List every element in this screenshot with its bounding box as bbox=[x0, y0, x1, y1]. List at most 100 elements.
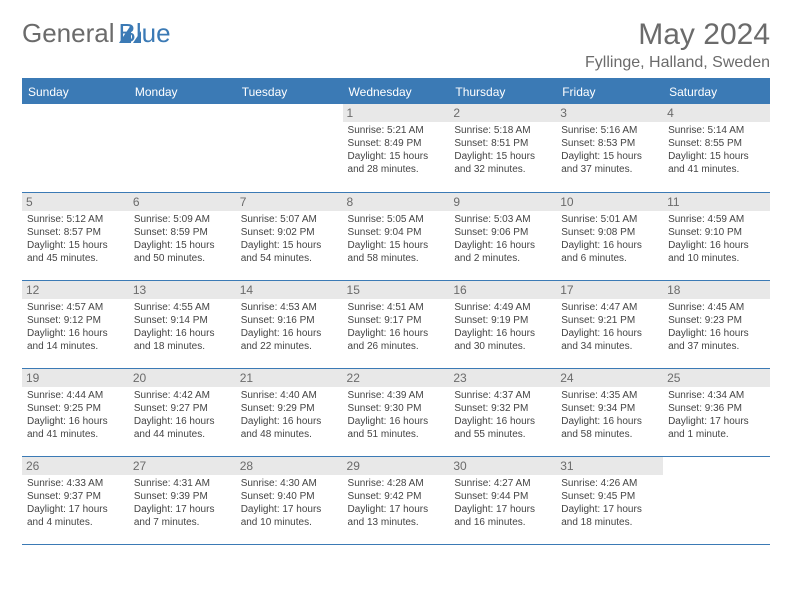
day-number: 1 bbox=[343, 104, 450, 122]
title-block: May 2024 Fyllinge, Halland, Sweden bbox=[585, 18, 770, 72]
day-info: Sunrise: 5:07 AMSunset: 9:02 PMDaylight:… bbox=[241, 213, 338, 265]
day-header: Tuesday bbox=[236, 79, 343, 104]
day-info: Sunrise: 5:14 AMSunset: 8:55 PMDaylight:… bbox=[668, 124, 765, 176]
day-info: Sunrise: 4:47 AMSunset: 9:21 PMDaylight:… bbox=[561, 301, 658, 353]
day-number: 14 bbox=[236, 281, 343, 299]
day-number: 11 bbox=[663, 193, 770, 211]
day-number: 22 bbox=[343, 369, 450, 387]
day-number: 4 bbox=[663, 104, 770, 122]
location: Fyllinge, Halland, Sweden bbox=[585, 54, 770, 72]
calendar-week-row: 26Sunrise: 4:33 AMSunset: 9:37 PMDayligh… bbox=[22, 456, 770, 544]
calendar-day-cell: . bbox=[129, 104, 236, 192]
day-number: 3 bbox=[556, 104, 663, 122]
calendar-day-cell: 9Sunrise: 5:03 AMSunset: 9:06 PMDaylight… bbox=[449, 192, 556, 280]
day-info: Sunrise: 5:16 AMSunset: 8:53 PMDaylight:… bbox=[561, 124, 658, 176]
calendar-week-row: 12 Sunrise: 4:57 AMSunset: 9:12 PMDayligh… bbox=[22, 280, 770, 368]
calendar-day-cell: 4 Sunrise: 5:14 AMSunset: 8:55 PMDaylight… bbox=[663, 104, 770, 192]
calendar-day-cell: 22 Sunrise: 4:39 AMSunset: 9:30 PMDayligh… bbox=[343, 368, 450, 456]
calendar-day-cell: 1Sunrise: 5:21 AMSunset: 8:49 PMDaylight… bbox=[343, 104, 450, 192]
day-info: Sunrise: 4:26 AMSunset: 9:45 PMDaylight:… bbox=[561, 477, 658, 529]
day-info: Sunrise: 5:01 AMSunset: 9:08 PMDaylight:… bbox=[561, 213, 658, 265]
day-info: Sunrise: 4:59 AMSunset: 9:10 PMDaylight:… bbox=[668, 213, 765, 265]
day-info: Sunrise: 4:49 AMSunset: 9:19 PMDaylight:… bbox=[454, 301, 551, 353]
header: General Blue May 2024 Fyllinge, Halland,… bbox=[22, 18, 770, 72]
day-info: Sunrise: 5:09 AMSunset: 8:59 PMDaylight:… bbox=[134, 213, 231, 265]
calendar-day-cell: 17 Sunrise: 4:47 AMSunset: 9:21 PMDayligh… bbox=[556, 280, 663, 368]
day-number: 7 bbox=[236, 193, 343, 211]
day-header: Saturday bbox=[663, 79, 770, 104]
day-info: Sunrise: 4:37 AMSunset: 9:32 PMDaylight:… bbox=[454, 389, 551, 441]
day-info: Sunrise: 4:28 AMSunset: 9:42 PMDaylight:… bbox=[348, 477, 445, 529]
calendar-day-cell: 26Sunrise: 4:33 AMSunset: 9:37 PMDayligh… bbox=[22, 456, 129, 544]
calendar-day-cell: 21 Sunrise: 4:40 AMSunset: 9:29 PMDayligh… bbox=[236, 368, 343, 456]
calendar-day-cell: 30 Sunrise: 4:27 AMSunset: 9:44 PMDayligh… bbox=[449, 456, 556, 544]
day-info: Sunrise: 4:42 AMSunset: 9:27 PMDaylight:… bbox=[134, 389, 231, 441]
calendar-body: ...1Sunrise: 5:21 AMSunset: 8:49 PMDayli… bbox=[22, 104, 770, 544]
calendar-day-cell: 7 Sunrise: 5:07 AMSunset: 9:02 PMDaylight… bbox=[236, 192, 343, 280]
day-info: Sunrise: 4:40 AMSunset: 9:29 PMDaylight:… bbox=[241, 389, 338, 441]
day-number: 31 bbox=[556, 457, 663, 475]
calendar-day-cell: 16Sunrise: 4:49 AMSunset: 9:19 PMDayligh… bbox=[449, 280, 556, 368]
day-info: Sunrise: 5:12 AMSunset: 8:57 PMDaylight:… bbox=[27, 213, 124, 265]
calendar-day-cell: 24 Sunrise: 4:35 AMSunset: 9:34 PMDayligh… bbox=[556, 368, 663, 456]
day-info: Sunrise: 4:27 AMSunset: 9:44 PMDaylight:… bbox=[454, 477, 551, 529]
day-number: 23 bbox=[449, 369, 556, 387]
day-info: Sunrise: 4:53 AMSunset: 9:16 PMDaylight:… bbox=[241, 301, 338, 353]
day-info: Sunrise: 4:30 AMSunset: 9:40 PMDaylight:… bbox=[241, 477, 338, 529]
day-number: 8 bbox=[343, 193, 450, 211]
day-number: 27 bbox=[129, 457, 236, 475]
calendar-day-cell: 28 Sunrise: 4:30 AMSunset: 9:40 PMDayligh… bbox=[236, 456, 343, 544]
calendar-day-cell: 8 Sunrise: 5:05 AMSunset: 9:04 PMDaylight… bbox=[343, 192, 450, 280]
day-number: 9 bbox=[449, 193, 556, 211]
day-header: Wednesday bbox=[343, 79, 450, 104]
day-info: Sunrise: 5:05 AMSunset: 9:04 PMDaylight:… bbox=[348, 213, 445, 265]
day-number: 20 bbox=[129, 369, 236, 387]
calendar-day-cell: 25Sunrise: 4:34 AMSunset: 9:36 PMDayligh… bbox=[663, 368, 770, 456]
day-info: Sunrise: 4:57 AMSunset: 9:12 PMDaylight:… bbox=[27, 301, 124, 353]
calendar-day-cell: . bbox=[236, 104, 343, 192]
day-info: Sunrise: 4:45 AMSunset: 9:23 PMDaylight:… bbox=[668, 301, 765, 353]
day-info: Sunrise: 4:51 AMSunset: 9:17 PMDaylight:… bbox=[348, 301, 445, 353]
calendar-day-cell: 6 Sunrise: 5:09 AMSunset: 8:59 PMDaylight… bbox=[129, 192, 236, 280]
day-number: 13 bbox=[129, 281, 236, 299]
month-title: May 2024 bbox=[585, 18, 770, 52]
calendar-week-row: ...1Sunrise: 5:21 AMSunset: 8:49 PMDayli… bbox=[22, 104, 770, 192]
day-number: 5 bbox=[22, 193, 129, 211]
day-header: Thursday bbox=[449, 79, 556, 104]
day-number: 6 bbox=[129, 193, 236, 211]
day-info: Sunrise: 5:18 AMSunset: 8:51 PMDaylight:… bbox=[454, 124, 551, 176]
day-header: Sunday bbox=[22, 79, 129, 104]
day-info: Sunrise: 4:35 AMSunset: 9:34 PMDaylight:… bbox=[561, 389, 658, 441]
calendar-day-cell: 13Sunrise: 4:55 AMSunset: 9:14 PMDayligh… bbox=[129, 280, 236, 368]
logo-text-1: General bbox=[22, 18, 115, 49]
day-number: 12 bbox=[22, 281, 129, 299]
calendar-day-cell: 31 Sunrise: 4:26 AMSunset: 9:45 PMDayligh… bbox=[556, 456, 663, 544]
calendar-week-row: 19Sunrise: 4:44 AMSunset: 9:25 PMDayligh… bbox=[22, 368, 770, 456]
day-number: 30 bbox=[449, 457, 556, 475]
day-header: Friday bbox=[556, 79, 663, 104]
calendar-day-cell: 18Sunrise: 4:45 AMSunset: 9:23 PMDayligh… bbox=[663, 280, 770, 368]
day-number: 28 bbox=[236, 457, 343, 475]
calendar-day-cell: 29 Sunrise: 4:28 AMSunset: 9:42 PMDayligh… bbox=[343, 456, 450, 544]
day-number: 29 bbox=[343, 457, 450, 475]
day-number: 24 bbox=[556, 369, 663, 387]
calendar-day-cell: 19Sunrise: 4:44 AMSunset: 9:25 PMDayligh… bbox=[22, 368, 129, 456]
day-number: 17 bbox=[556, 281, 663, 299]
day-info: Sunrise: 4:44 AMSunset: 9:25 PMDaylight:… bbox=[27, 389, 124, 441]
day-info: Sunrise: 4:34 AMSunset: 9:36 PMDaylight:… bbox=[668, 389, 765, 441]
calendar-day-cell: 3 Sunrise: 5:16 AMSunset: 8:53 PMDaylight… bbox=[556, 104, 663, 192]
day-number: 15 bbox=[343, 281, 450, 299]
day-info: Sunrise: 4:39 AMSunset: 9:30 PMDaylight:… bbox=[348, 389, 445, 441]
calendar-day-cell: 23 Sunrise: 4:37 AMSunset: 9:32 PMDayligh… bbox=[449, 368, 556, 456]
day-info: Sunrise: 4:31 AMSunset: 9:39 PMDaylight:… bbox=[134, 477, 231, 529]
calendar-day-cell: . bbox=[22, 104, 129, 192]
calendar-day-cell: 12 Sunrise: 4:57 AMSunset: 9:12 PMDayligh… bbox=[22, 280, 129, 368]
calendar-week-row: 5 Sunrise: 5:12 AMSunset: 8:57 PMDaylight… bbox=[22, 192, 770, 280]
calendar-day-cell: 27 Sunrise: 4:31 AMSunset: 9:39 PMDayligh… bbox=[129, 456, 236, 544]
logo: General Blue bbox=[22, 18, 171, 49]
calendar-header-row: SundayMondayTuesdayWednesdayThursdayFrid… bbox=[22, 79, 770, 104]
calendar-day-cell: 15 Sunrise: 4:51 AMSunset: 9:17 PMDayligh… bbox=[343, 280, 450, 368]
calendar-day-cell: 20 Sunrise: 4:42 AMSunset: 9:27 PMDayligh… bbox=[129, 368, 236, 456]
day-info: Sunrise: 4:33 AMSunset: 9:37 PMDaylight:… bbox=[27, 477, 124, 529]
day-number: 21 bbox=[236, 369, 343, 387]
